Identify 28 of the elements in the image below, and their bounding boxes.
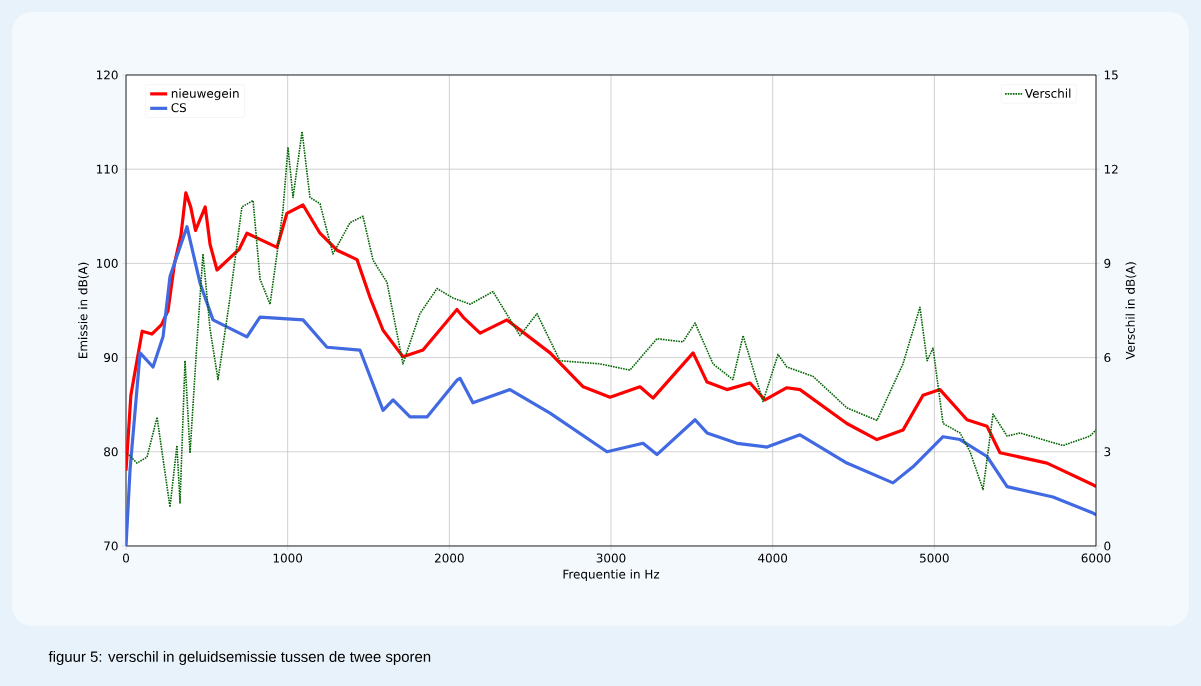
y-tick-label: 70: [104, 541, 118, 551]
legend-label: nieuwegein: [171, 88, 239, 101]
y2-tick-label: 3: [1104, 447, 1111, 457]
y-tick-label: 90: [104, 353, 118, 363]
y2-axis-title: Verschil in dB(A): [1125, 262, 1137, 360]
legend-label: CS: [171, 103, 187, 113]
x-axis-title: Frequentie in Hz: [563, 569, 660, 581]
x-tick-label: 1000: [273, 553, 303, 563]
y-tick-label: 100: [96, 258, 118, 268]
x-tick-label: 5000: [920, 553, 949, 563]
y2-tick-label: 6: [1104, 353, 1111, 363]
x-tick-label: 0: [122, 553, 130, 563]
y2-tick-label: 15: [1104, 70, 1118, 80]
x-tick-label: 6000: [1081, 553, 1111, 563]
y2-tick-label: 12: [1104, 164, 1118, 174]
y-tick-label: 110: [96, 164, 118, 174]
legend-label: Verschil: [1024, 88, 1071, 98]
y-tick-label: 120: [96, 70, 118, 80]
y2-tick-label: 0: [1104, 541, 1111, 551]
y-tick-label: 80: [104, 447, 118, 457]
y2-tick-label: 9: [1104, 258, 1111, 268]
x-tick-label: 2000: [435, 553, 464, 563]
line-series: [126, 130, 1097, 508]
x-tick-label: 3000: [596, 553, 626, 563]
text: figuur 5: verschil in geluidsemissie tussen de twee sporen: [48, 651, 431, 665]
y-axis-title: Emissie in dB(A): [78, 262, 89, 359]
x-tick-label: 4000: [758, 553, 788, 563]
line-series: [126, 191, 1097, 489]
